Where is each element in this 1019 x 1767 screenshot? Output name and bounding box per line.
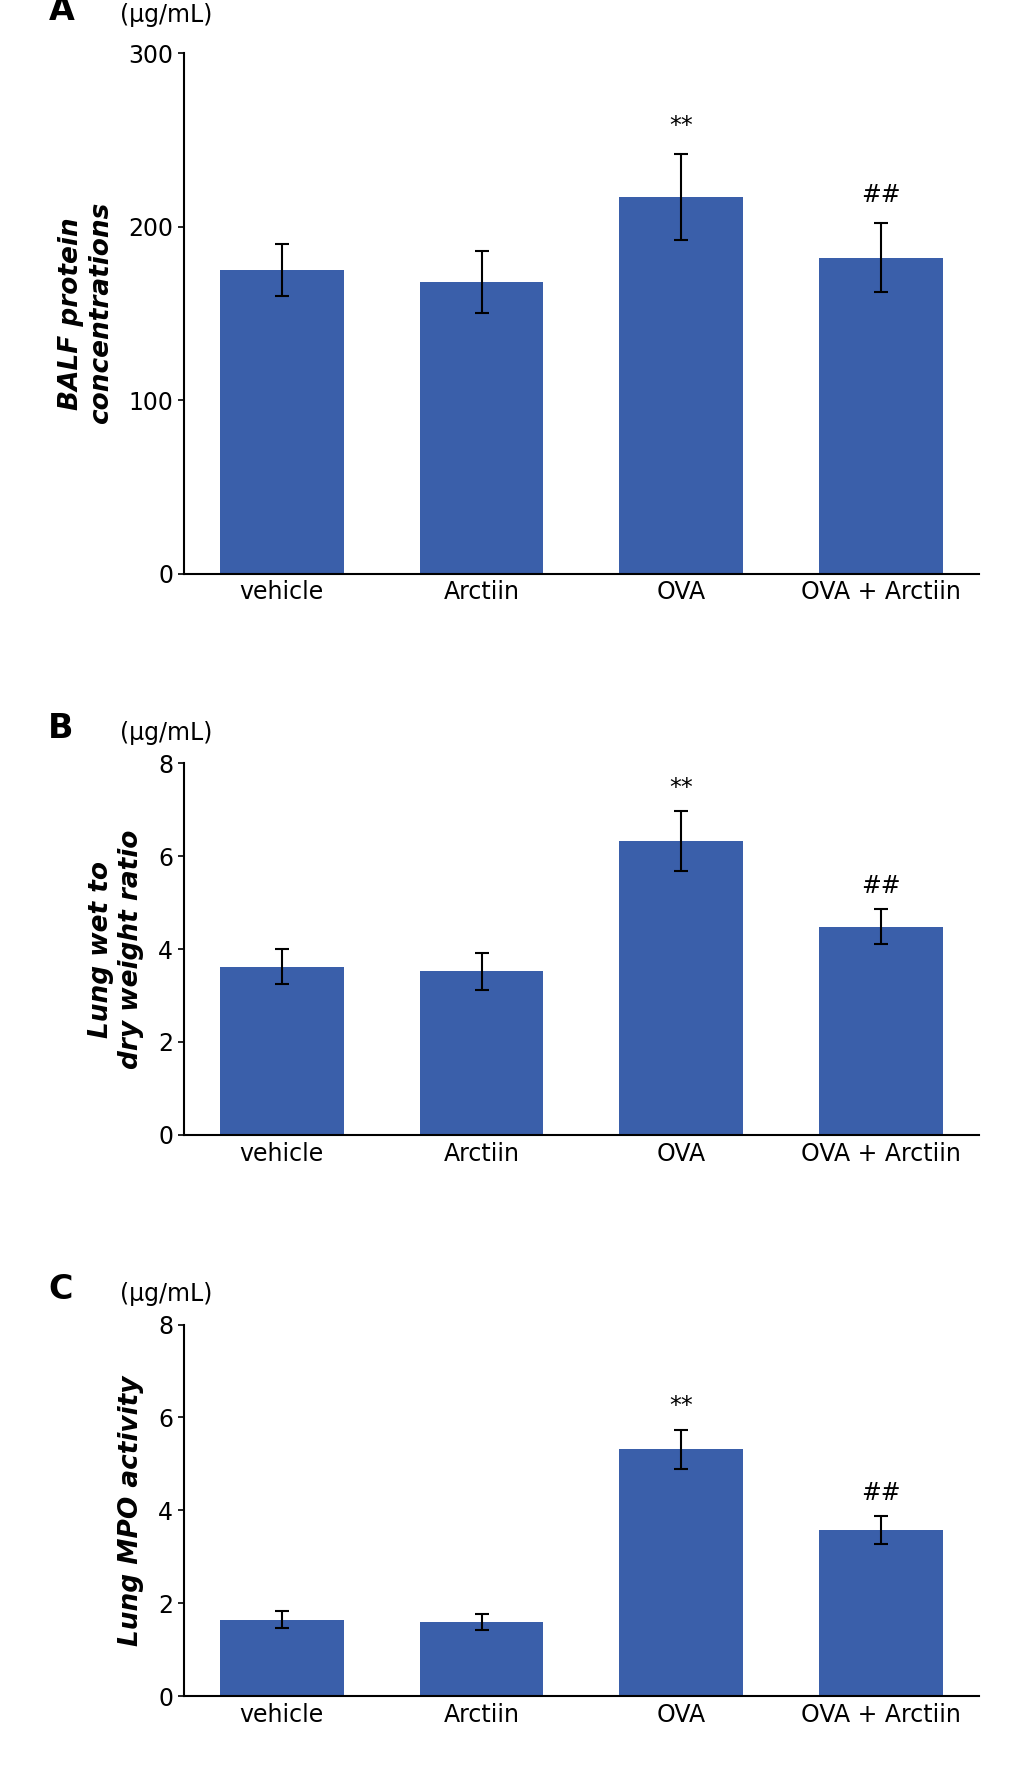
- Bar: [619, 196, 743, 574]
- Y-axis label: BALF protein
concentrations: BALF protein concentrations: [58, 201, 114, 424]
- Bar: [818, 1530, 943, 1696]
- Bar: [619, 841, 743, 1134]
- Y-axis label: Lung MPO activity: Lung MPO activity: [118, 1375, 144, 1645]
- Bar: [219, 1620, 343, 1696]
- Bar: [419, 283, 543, 574]
- Text: ##: ##: [860, 1481, 900, 1505]
- Y-axis label: Lung wet to
dry weight ratio: Lung wet to dry weight ratio: [88, 829, 144, 1069]
- Bar: [419, 1622, 543, 1696]
- Bar: [818, 258, 943, 574]
- Bar: [419, 972, 543, 1134]
- Text: ##: ##: [860, 184, 900, 207]
- Bar: [219, 967, 343, 1134]
- Text: B: B: [48, 712, 73, 744]
- Bar: [619, 1449, 743, 1696]
- Text: ##: ##: [860, 875, 900, 898]
- Text: A: A: [48, 0, 74, 27]
- Text: C: C: [48, 1272, 72, 1306]
- Bar: [818, 926, 943, 1134]
- Text: (μg/mL): (μg/mL): [120, 4, 212, 27]
- Text: **: **: [668, 776, 693, 800]
- Text: (μg/mL): (μg/mL): [120, 721, 212, 744]
- Text: (μg/mL): (μg/mL): [120, 1281, 212, 1306]
- Bar: [219, 270, 343, 574]
- Text: **: **: [668, 115, 693, 138]
- Text: **: **: [668, 1394, 693, 1419]
